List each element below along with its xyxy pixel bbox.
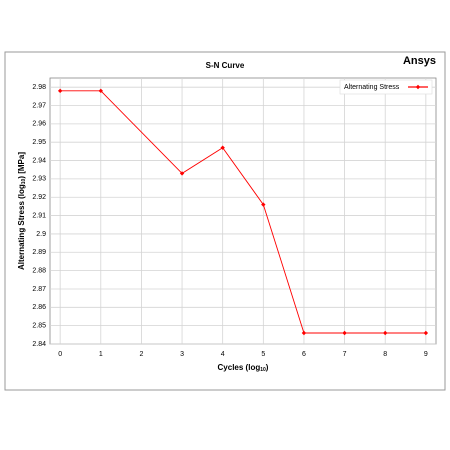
x-tick-label: 1 <box>99 351 103 358</box>
y-tick-label: 2.84 <box>32 341 46 348</box>
x-label-sub: 10 <box>260 367 266 373</box>
y-tick-label: 2.94 <box>32 157 46 164</box>
y-axis-label: Alternating Stress (log10) [MPa] <box>17 152 27 270</box>
x-tick-label: 0 <box>58 351 62 358</box>
y-tick-label: 2.95 <box>32 139 46 146</box>
x-tick-label: 4 <box>221 351 225 358</box>
x-tick-label: 5 <box>261 351 265 358</box>
marker <box>98 88 103 94</box>
x-tick-label: 6 <box>302 351 306 358</box>
marker <box>220 145 225 150</box>
y-label-sub: 10 <box>21 178 27 184</box>
x-tick-label: 9 <box>424 351 428 358</box>
marker <box>179 171 185 176</box>
x-label-part: ) <box>266 363 269 372</box>
plot-area <box>49 77 437 345</box>
marker <box>423 330 429 336</box>
marker <box>57 88 63 94</box>
marker <box>261 202 266 207</box>
y-tick-label: 2.92 <box>32 194 46 201</box>
y-tick-label: 2.87 <box>32 286 46 293</box>
legend-marker <box>415 84 421 90</box>
x-tick-label: 7 <box>343 351 347 358</box>
y-tick-label: 2.91 <box>32 212 46 219</box>
y-label-part: ) [MPa] <box>17 152 26 179</box>
y-label-part: Alternating Stress (log <box>17 184 26 270</box>
marker <box>301 330 307 336</box>
y-tick-label: 2.85 <box>32 322 46 329</box>
marker <box>383 330 388 336</box>
logo: Ansys <box>403 55 436 67</box>
y-tick-label: 2.88 <box>32 267 46 274</box>
y-tick-label: 2.98 <box>32 84 46 91</box>
y-tick-label: 2.89 <box>32 249 46 256</box>
x-tick-label: 8 <box>383 351 387 358</box>
x-axis-label: Cycles (log10) <box>218 363 269 373</box>
x-tick-label: 2 <box>139 351 143 358</box>
legend-label: Alternating Stress <box>344 84 400 91</box>
y-tick-label: 2.93 <box>32 176 46 183</box>
chart-title: S-N Curve <box>206 61 245 70</box>
legend-box <box>339 79 433 95</box>
marker <box>342 330 347 336</box>
y-tick-label: 2.86 <box>32 304 46 311</box>
y-tick-label: 2.96 <box>32 121 46 128</box>
y-tick-label: 2.9 <box>36 231 46 238</box>
x-tick-label: 3 <box>180 351 184 358</box>
y-tick-label: 2.97 <box>32 102 46 109</box>
x-label-part: Cycles (log <box>218 363 261 372</box>
